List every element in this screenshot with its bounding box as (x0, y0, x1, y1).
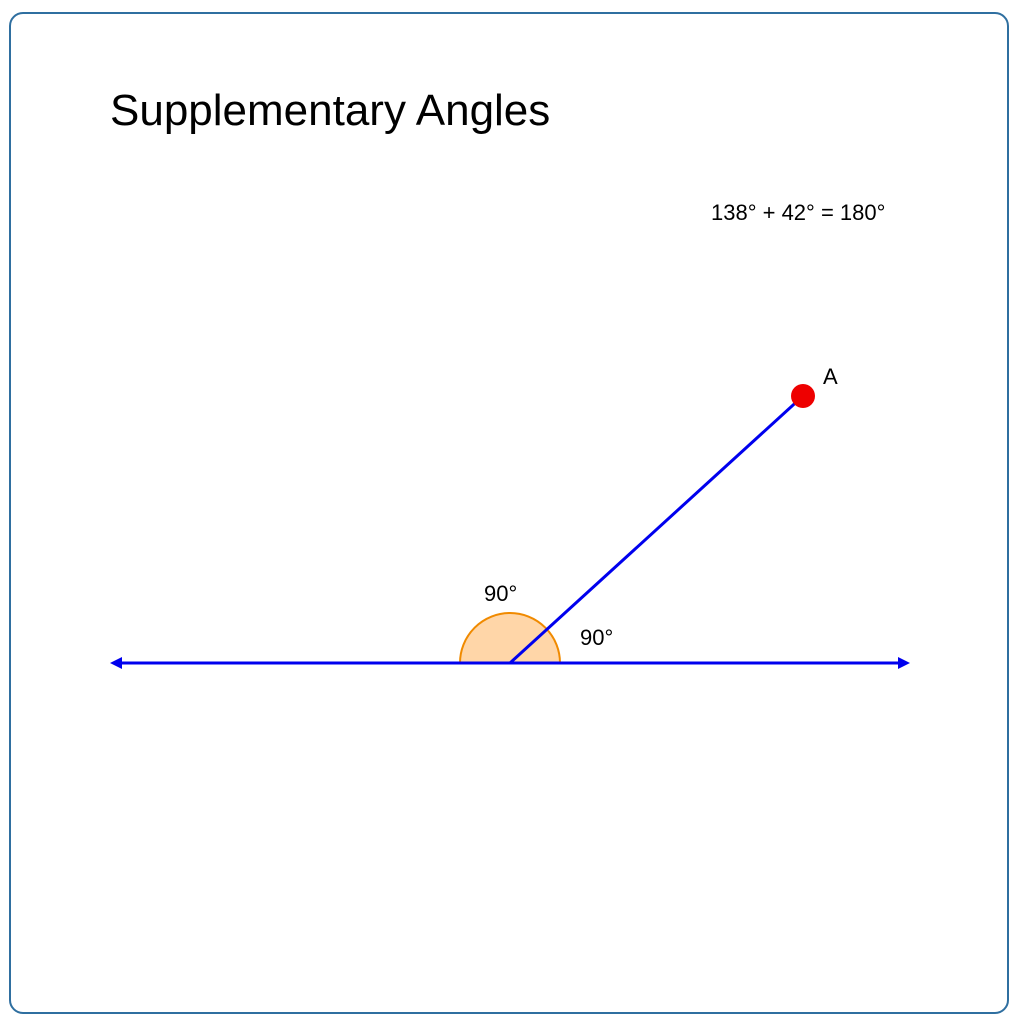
point-a-label: A (823, 364, 838, 389)
point-a-handle[interactable] (791, 384, 815, 408)
right-arrowhead (898, 657, 910, 669)
right-angle-label: 90° (580, 625, 613, 650)
angle-sum-equation: 138° + 42° = 180° (711, 200, 886, 225)
left-arrowhead (110, 657, 122, 669)
ray-to-a (508, 394, 805, 665)
angle-arc (458, 612, 562, 664)
page-title: Supplementary Angles (110, 86, 551, 135)
diagram-frame (9, 12, 1009, 1014)
left-angle-label: 90° (484, 581, 517, 606)
